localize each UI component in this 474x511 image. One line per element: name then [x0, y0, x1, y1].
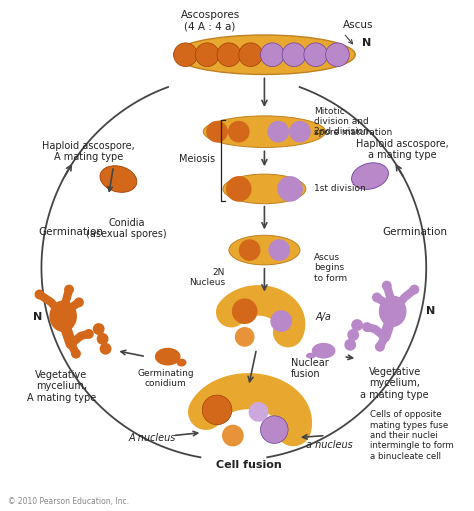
- Ellipse shape: [100, 166, 137, 192]
- Text: 1st division: 1st division: [314, 184, 365, 193]
- Ellipse shape: [351, 319, 363, 331]
- Ellipse shape: [375, 342, 385, 352]
- Ellipse shape: [306, 353, 316, 359]
- Ellipse shape: [177, 359, 186, 366]
- Ellipse shape: [71, 349, 81, 359]
- Ellipse shape: [228, 121, 250, 143]
- Text: Nuclear
fusion: Nuclear fusion: [291, 358, 329, 379]
- Ellipse shape: [268, 239, 290, 261]
- Text: Vegetative
mycelium,
a mating type: Vegetative mycelium, a mating type: [360, 367, 429, 400]
- Text: N: N: [33, 312, 42, 322]
- Ellipse shape: [239, 43, 263, 66]
- Text: Cell fusion: Cell fusion: [216, 460, 282, 470]
- Ellipse shape: [232, 298, 257, 324]
- Ellipse shape: [49, 300, 77, 332]
- Ellipse shape: [97, 333, 109, 345]
- Ellipse shape: [74, 297, 84, 307]
- Ellipse shape: [261, 416, 288, 444]
- Text: Haploid ascospore,
a mating type: Haploid ascospore, a mating type: [356, 138, 449, 160]
- Ellipse shape: [226, 176, 252, 202]
- Ellipse shape: [155, 348, 181, 365]
- Text: Cells of opposite
mating types fuse
and their nuclei
intermingle to form
a binuc: Cells of opposite mating types fuse and …: [370, 410, 454, 461]
- Ellipse shape: [261, 43, 284, 66]
- Ellipse shape: [362, 322, 372, 332]
- Ellipse shape: [203, 116, 326, 148]
- Text: A nucleus: A nucleus: [128, 432, 176, 443]
- Ellipse shape: [326, 43, 349, 66]
- Ellipse shape: [173, 35, 355, 75]
- Ellipse shape: [382, 281, 392, 291]
- Text: Vegetative
mycelium,
A mating type: Vegetative mycelium, A mating type: [27, 369, 96, 403]
- Ellipse shape: [289, 121, 311, 143]
- Ellipse shape: [202, 395, 232, 425]
- Ellipse shape: [239, 239, 261, 261]
- Text: Germination: Germination: [38, 227, 103, 237]
- Ellipse shape: [372, 292, 382, 303]
- Ellipse shape: [304, 43, 328, 66]
- Text: Meiosis: Meiosis: [179, 154, 215, 165]
- Text: Haploid ascospore,
A mating type: Haploid ascospore, A mating type: [42, 141, 135, 162]
- Ellipse shape: [379, 295, 407, 327]
- Text: a nucleus: a nucleus: [306, 440, 353, 450]
- Text: N: N: [426, 306, 435, 316]
- Ellipse shape: [222, 425, 244, 447]
- Text: 2nd division: 2nd division: [314, 127, 369, 136]
- Ellipse shape: [206, 121, 228, 143]
- Text: A/a: A/a: [316, 312, 332, 322]
- Ellipse shape: [352, 163, 388, 190]
- Ellipse shape: [173, 43, 197, 66]
- Ellipse shape: [312, 343, 336, 359]
- Ellipse shape: [64, 285, 74, 294]
- Text: Germinating
conidium: Germinating conidium: [137, 368, 194, 388]
- Ellipse shape: [344, 339, 356, 351]
- Ellipse shape: [277, 176, 303, 202]
- Text: © 2010 Pearson Education, Inc.: © 2010 Pearson Education, Inc.: [8, 497, 129, 506]
- Ellipse shape: [84, 329, 94, 339]
- Ellipse shape: [93, 323, 105, 335]
- Text: N: N: [363, 38, 372, 48]
- Text: Ascospores
(4 A : 4 a): Ascospores (4 A : 4 a): [181, 10, 240, 32]
- Ellipse shape: [282, 43, 306, 66]
- Ellipse shape: [249, 402, 268, 422]
- Ellipse shape: [35, 290, 45, 299]
- Ellipse shape: [100, 343, 111, 355]
- Ellipse shape: [217, 43, 241, 66]
- Ellipse shape: [229, 235, 300, 265]
- Ellipse shape: [347, 329, 359, 341]
- Text: 2N
Nucleus: 2N Nucleus: [189, 268, 225, 287]
- Text: Germination: Germination: [382, 227, 447, 237]
- Ellipse shape: [267, 121, 289, 143]
- Ellipse shape: [270, 310, 292, 332]
- Text: Ascus: Ascus: [343, 20, 374, 30]
- Ellipse shape: [223, 174, 306, 204]
- Text: Mitotic
division and
spore maturation: Mitotic division and spore maturation: [314, 107, 392, 137]
- Ellipse shape: [195, 43, 219, 66]
- Text: Conidia
(asexual spores): Conidia (asexual spores): [86, 218, 166, 239]
- Ellipse shape: [235, 327, 255, 347]
- Ellipse shape: [410, 285, 419, 294]
- Text: Ascus
begins
to form: Ascus begins to form: [314, 253, 347, 283]
